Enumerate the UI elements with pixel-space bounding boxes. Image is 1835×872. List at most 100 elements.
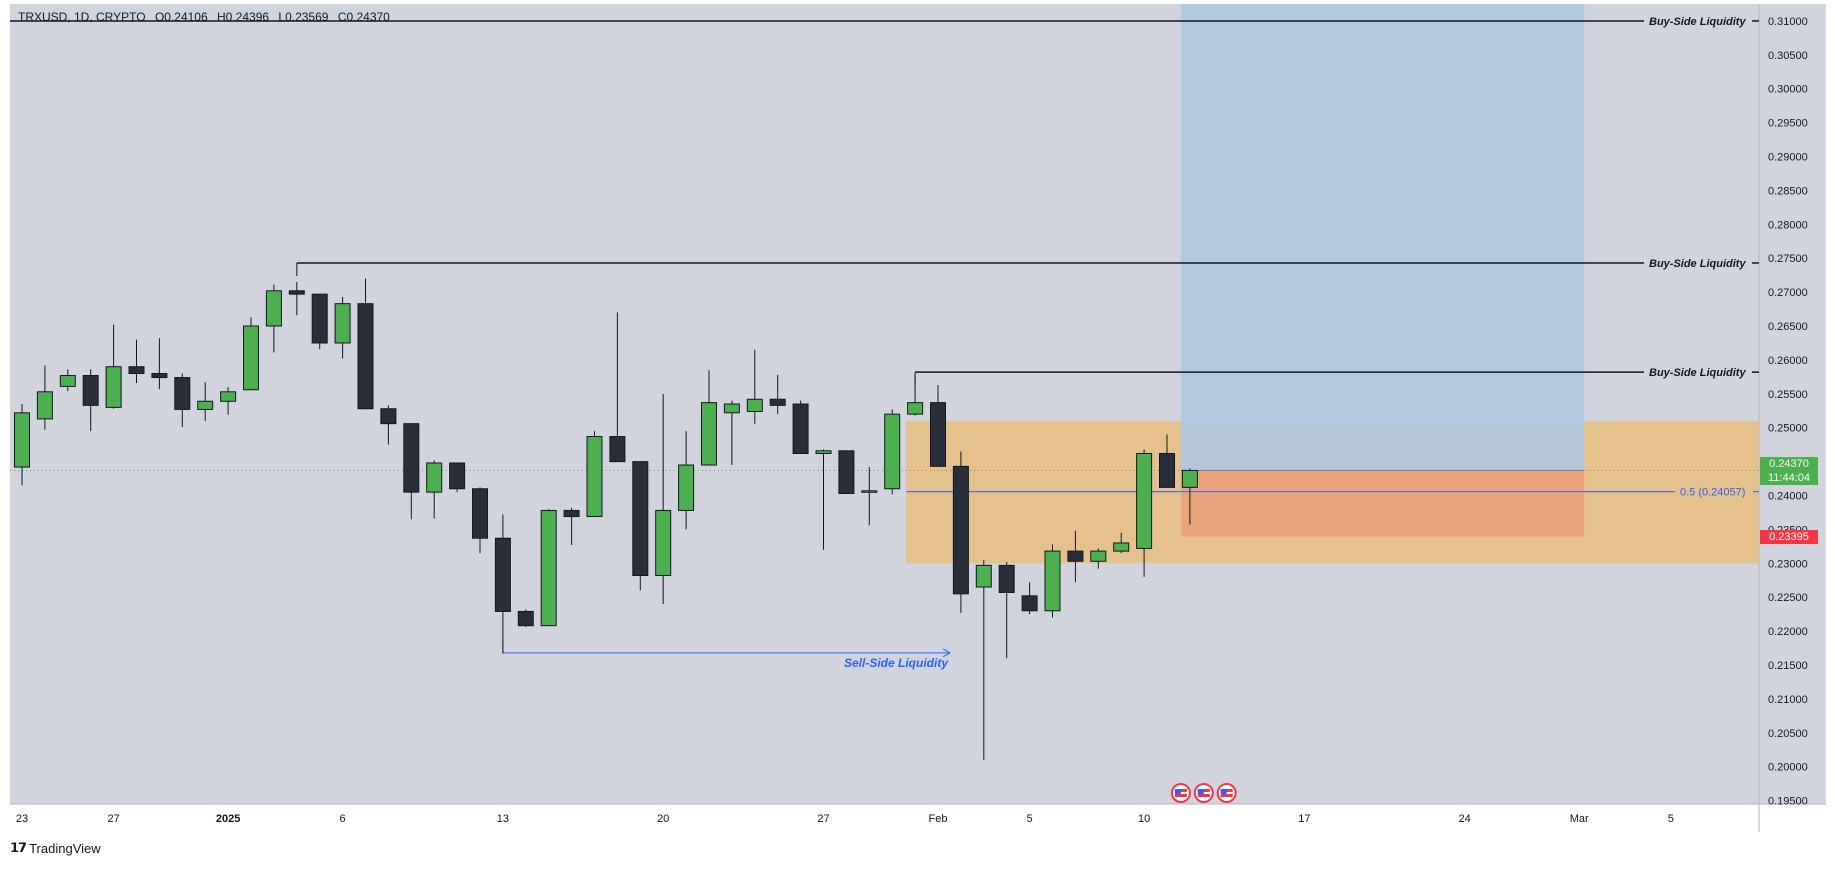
bear-candle[interactable] — [792, 403, 809, 454]
time-tick-label: 10 — [1138, 813, 1150, 825]
bear-candle[interactable] — [494, 537, 511, 612]
time-tick-label: 20 — [657, 813, 669, 825]
bear-candle[interactable] — [1067, 550, 1084, 562]
bear-candle[interactable] — [151, 372, 168, 379]
bear-candle[interactable] — [930, 402, 946, 467]
price-tick-label: 0.28000 — [1768, 219, 1808, 231]
bull-candle[interactable] — [586, 436, 603, 518]
bear-candle[interactable] — [128, 366, 145, 374]
bull-candle[interactable] — [540, 509, 557, 627]
bear-candle[interactable] — [357, 303, 374, 410]
bear-candle[interactable] — [517, 610, 534, 627]
bear-candle[interactable] — [838, 450, 855, 494]
bull-candle[interactable] — [1044, 550, 1061, 612]
bear-candle[interactable] — [563, 509, 580, 518]
bear-candle[interactable] — [998, 564, 1015, 593]
price-tick-label: 0.30000 — [1768, 84, 1808, 96]
symbol-label[interactable]: TRXUSD, 1D, CRYPTO — [18, 10, 146, 24]
bull-candle[interactable] — [1090, 550, 1107, 562]
bull-candle[interactable] — [426, 462, 443, 493]
time-tick-label: 27 — [107, 813, 119, 825]
time-tick-label: 5 — [1027, 813, 1033, 825]
bear-candle[interactable] — [1159, 452, 1175, 488]
bull-candle[interactable] — [1113, 542, 1130, 552]
bear-candle[interactable] — [174, 377, 191, 410]
price-tick-label: 0.25000 — [1768, 423, 1808, 435]
symbol-ohlc-header: TRXUSD, 1D, CRYPTO O0.24106 H0.24396 L0.… — [18, 10, 396, 24]
us-flag-event-icon[interactable] — [1216, 783, 1237, 803]
bull-candle[interactable] — [907, 402, 924, 415]
arrow-right-icon — [942, 648, 952, 658]
bear-candle[interactable] — [380, 408, 397, 425]
low-value: L0.23569 — [278, 10, 329, 24]
bear-candle[interactable] — [1021, 595, 1038, 612]
price-tick-label: 0.27000 — [1768, 287, 1808, 299]
bear-candle[interactable] — [403, 423, 420, 493]
price-tick-label: 0.21000 — [1768, 694, 1808, 706]
bull-candle[interactable] — [701, 402, 717, 466]
bull-candle[interactable] — [975, 564, 992, 588]
bull-candle[interactable] — [723, 403, 740, 414]
bar-countdown: 11:44:04 — [1767, 472, 1810, 485]
bull-candle[interactable] — [746, 398, 763, 412]
time-tick-label: Mar — [1570, 813, 1589, 825]
flag-canton — [1174, 789, 1181, 794]
price-tick-label: 0.28500 — [1768, 185, 1808, 197]
bear-candle[interactable] — [609, 436, 626, 463]
bear-candle[interactable] — [449, 462, 466, 490]
bull-candle[interactable] — [1136, 452, 1153, 549]
bull-candle[interactable] — [36, 391, 53, 420]
fib-half-label: 0.5 (0.24057) — [1680, 487, 1745, 499]
bull-candle[interactable] — [655, 509, 672, 577]
time-tick-label: 23 — [16, 813, 28, 825]
bear-candle[interactable] — [82, 375, 99, 406]
price-tick-label: 0.20500 — [1768, 728, 1808, 740]
us-flag-event-icon[interactable] — [1170, 783, 1191, 803]
position-stop-zone[interactable] — [1180, 470, 1585, 537]
time-tick-label: 24 — [1459, 813, 1471, 825]
price-tick-label: 0.23000 — [1768, 558, 1808, 570]
bull-candle[interactable] — [334, 303, 351, 344]
stop-price-value: 0.23395 — [1769, 530, 1809, 543]
bull-candle[interactable] — [105, 366, 122, 408]
price-tick-label: 0.22500 — [1768, 592, 1808, 604]
bear-candle[interactable] — [769, 398, 786, 406]
bear-candle[interactable] — [472, 488, 488, 539]
bull-candle[interactable] — [265, 290, 282, 327]
sell-side-liquidity-label: Sell-Side Liquidity — [844, 656, 949, 670]
brand[interactable]: 𝟭𝟳 TradingView — [10, 840, 101, 856]
time-tick-label: 5 — [1668, 813, 1674, 825]
price-tick-label: 0.21500 — [1768, 660, 1808, 672]
price-tick-label: 0.20000 — [1768, 762, 1808, 774]
position-target-zone[interactable] — [1180, 4, 1585, 471]
time-tick-label: 17 — [1298, 813, 1310, 825]
bear-candle[interactable] — [311, 293, 328, 344]
bull-candle[interactable] — [197, 400, 214, 410]
price-tick-label: 0.31000 — [1768, 16, 1808, 28]
time-tick-label: 27 — [817, 813, 829, 825]
bear-candle[interactable] — [288, 290, 305, 295]
bull-candle[interactable] — [220, 391, 237, 402]
bull-candle[interactable] — [678, 464, 695, 511]
us-flag-event-icon[interactable] — [1193, 783, 1214, 803]
price-axis-background[interactable] — [1759, 4, 1826, 804]
price-tick-label: 0.29500 — [1768, 118, 1808, 130]
bull-candle[interactable] — [243, 325, 259, 391]
bull-candle[interactable] — [1181, 469, 1198, 488]
buy-side-liquidity-label: Buy-Side Liquidity — [1649, 16, 1746, 28]
bear-candle[interactable] — [632, 461, 649, 577]
bull-candle[interactable] — [815, 450, 832, 454]
bear-candle[interactable] — [952, 465, 969, 595]
buy-side-liquidity-label: Buy-Side Liquidity — [1649, 367, 1746, 379]
bull-candle[interactable] — [59, 375, 76, 387]
time-tick-label: 6 — [340, 813, 346, 825]
bull-candle[interactable] — [861, 490, 878, 493]
bull-candle[interactable] — [14, 412, 30, 468]
price-tick-label: 0.29000 — [1768, 152, 1808, 164]
price-tick-label: 0.26500 — [1768, 321, 1808, 333]
price-tick-label: 0.26000 — [1768, 355, 1808, 367]
bull-candle[interactable] — [884, 413, 901, 490]
price-tick-label: 0.27500 — [1768, 253, 1808, 265]
